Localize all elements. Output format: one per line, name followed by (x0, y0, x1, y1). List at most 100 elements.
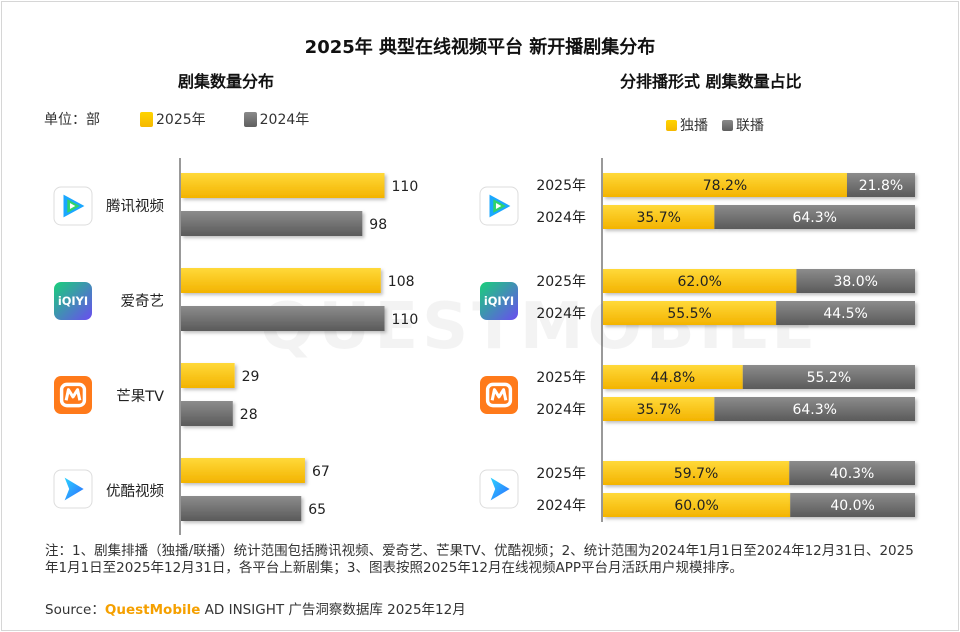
exclusive-value-label: 35.7% (636, 210, 680, 226)
shared-value-label: 55.2% (807, 370, 851, 386)
bar-2024 (181, 401, 233, 426)
bar-value-label: 108 (388, 274, 415, 290)
bar-value-label: 28 (240, 407, 258, 423)
bar-shared (796, 269, 915, 293)
bar-value-label: 65 (308, 502, 326, 518)
mgtv-icon (54, 376, 92, 414)
mgtv-icon (480, 376, 518, 414)
youku-icon (479, 469, 519, 509)
icon-shape (485, 382, 513, 408)
bar-shared (776, 301, 915, 325)
bar-value-label: 29 (242, 369, 260, 385)
bar-2025 (181, 363, 235, 388)
legend-swatch-2024 (243, 111, 257, 127)
legend-label-2024: 2024年 (259, 112, 310, 128)
icon-shape (490, 477, 510, 501)
source-text: AD INSIGHT 广告洞察数据库 2025年12月 (200, 602, 466, 618)
bar-exclusive (603, 461, 790, 485)
icon-tile (480, 282, 518, 320)
tencent-video-icon (53, 186, 93, 226)
legend-label-shared: 联播 (736, 118, 764, 134)
shared-value-label: 64.3% (792, 210, 836, 226)
year-label: 2024年 (536, 402, 586, 418)
year-label: 2024年 (536, 498, 586, 514)
exclusive-value-label: 62.0% (677, 274, 721, 290)
youku-icon (53, 469, 93, 509)
page-title: 2025年 典型在线视频平台 新开播剧集分布 (304, 37, 656, 58)
legend-label-2025: 2025年 (156, 112, 206, 128)
shared-value-label: 38.0% (833, 274, 877, 290)
exclusive-value-label: 44.8% (651, 370, 695, 386)
icon-shape (64, 388, 82, 401)
year-label: 2025年 (536, 370, 586, 386)
icon-shape (490, 388, 508, 401)
bar-value-label: 110 (392, 312, 419, 328)
exclusive-value-label: 59.7% (674, 466, 718, 482)
left-legend: 单位：部 2025年 2024年 (44, 109, 309, 129)
legend-swatch-shared (722, 119, 733, 131)
icon-shape (495, 202, 502, 210)
category-label: 爱奇艺 (121, 293, 165, 310)
year-label: 2024年 (536, 306, 586, 322)
exclusive-value-label: 55.5% (667, 306, 711, 322)
shared-value-label: 21.8% (859, 178, 903, 194)
unit-label: 单位：部 (44, 112, 100, 128)
year-label: 2025年 (536, 274, 586, 290)
left-subtitle: 剧集数量分布 (178, 72, 275, 91)
year-label: 2025年 (536, 178, 586, 194)
bar-exclusive (603, 493, 791, 517)
icon-shape (64, 477, 84, 501)
legend-label-exclusive: 独播 (680, 118, 708, 134)
iqiyi-icon: iQIYI (54, 282, 92, 320)
bar-value-label: 110 (392, 179, 419, 195)
bar-2024 (181, 496, 302, 521)
bar-2024 (181, 211, 363, 236)
right-legend: 独播 联播 (666, 115, 764, 135)
bar-shared (714, 397, 915, 421)
bar-shared (846, 173, 915, 197)
icon-shape (59, 382, 87, 408)
icon-text: iQIYI (58, 294, 88, 308)
source-brand: QuestMobile (104, 602, 201, 618)
iqiyi-icon: iQIYI (480, 282, 518, 320)
shared-value-label: 64.3% (792, 402, 836, 418)
bar-value-label: 67 (312, 464, 330, 480)
year-label: 2025年 (536, 466, 586, 482)
bar-2024 (181, 306, 385, 331)
bar-2025 (181, 173, 385, 198)
exclusive-value-label: 35.7% (636, 402, 680, 418)
tencent-video-icon (479, 186, 519, 226)
year-label: 2024年 (536, 210, 586, 226)
shared-value-label: 44.5% (823, 306, 867, 322)
bar-exclusive (603, 173, 847, 197)
category-label: 优酷视频 (106, 483, 164, 500)
bar-shared (742, 365, 915, 389)
icon-tile (54, 282, 92, 320)
bar-exclusive (603, 269, 797, 293)
bar-exclusive (603, 365, 743, 389)
shared-value-label: 40.0% (830, 498, 874, 514)
bar-shared (789, 461, 915, 485)
exclusive-value-label: 78.2% (703, 178, 747, 194)
right-subtitle: 分排播形式 剧集数量占比 (620, 72, 802, 91)
legend-swatch-exclusive (666, 119, 677, 131)
category-label: 芒果TV (116, 388, 164, 405)
bar-exclusive (603, 397, 715, 421)
icon-shape (69, 202, 76, 210)
source-label: Source： (45, 602, 105, 618)
bar-shared (714, 205, 915, 229)
shared-value-label: 40.3% (830, 466, 874, 482)
bar-shared (790, 493, 915, 517)
icon-text: iQIYI (484, 294, 514, 308)
bar-2025 (181, 268, 381, 293)
bar-value-label: 98 (369, 217, 387, 233)
category-label: 腾讯视频 (106, 198, 164, 215)
legend-swatch-2025 (140, 111, 153, 127)
exclusive-value-label: 60.0% (674, 498, 718, 514)
source-line: Source：QuestMobile AD INSIGHT 广告洞察数据库 20… (45, 598, 466, 618)
bar-2025 (181, 458, 305, 483)
footnote: 注：1、剧集排播（独播/联播）统计范围包括腾讯视频、爱奇艺、芒果TV、优酷视频；… (45, 543, 914, 576)
bar-exclusive (603, 301, 777, 325)
